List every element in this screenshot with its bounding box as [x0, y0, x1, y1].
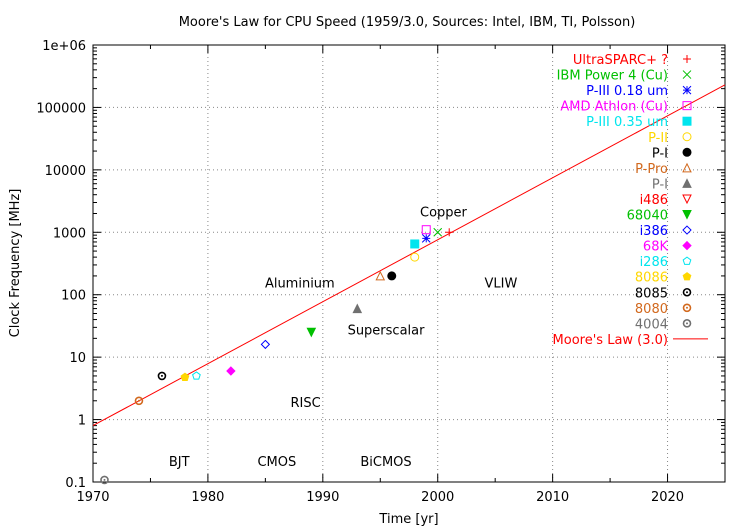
- annotation-label: Copper: [420, 205, 468, 220]
- annotation-label: Superscalar: [348, 324, 426, 339]
- chart-title: Moore's Law for CPU Speed (1959/3.0, Sou…: [179, 15, 636, 30]
- legend-label: Moore's Law (3.0): [553, 333, 668, 348]
- grid-lines: [93, 45, 725, 482]
- legend-label: P-Pro: [635, 162, 668, 177]
- legend-label: P-III 0.35 um: [586, 115, 668, 130]
- data-point: [226, 366, 236, 376]
- legend-label: i486: [640, 193, 668, 208]
- y-tick-label: 1e+06: [42, 39, 86, 54]
- x-tick-label: 1970: [76, 490, 109, 505]
- trend-line-path: [92, 84, 726, 427]
- legend-marker: [682, 132, 692, 142]
- y-tick-label: 10: [69, 351, 86, 366]
- y-tick-label: 100000: [36, 101, 86, 116]
- x-tick-label: 2010: [536, 490, 569, 505]
- annotation-label: VLIW: [485, 277, 518, 292]
- data-point: [410, 239, 420, 249]
- y-tick-label: 1000: [53, 226, 86, 241]
- legend-marker: [682, 147, 692, 157]
- chart-annotations: Copper Aluminium VLIW Superscalar RISC BJT CMO…: [169, 205, 518, 470]
- legend-marker: [682, 101, 692, 111]
- legend-marker: [682, 162, 692, 173]
- y-axis-ticks: 0.1 1 10 100 1000 10000 100000 1e+06: [36, 39, 725, 491]
- data-point: [103, 478, 106, 481]
- legend-marker: [682, 85, 692, 95]
- plot-frame: [92, 44, 726, 483]
- data-point: [180, 372, 190, 381]
- annotation-label: Aluminium: [265, 277, 335, 292]
- data-point: [375, 270, 386, 281]
- legend: UltraSPARC+ ?IBM Power 4 (Cu)P-III 0.18 …: [553, 53, 708, 348]
- legend-label: P-I: [652, 177, 668, 192]
- x-tick-label: 2020: [651, 490, 684, 505]
- data-point: [445, 228, 454, 237]
- legend-marker: [686, 291, 688, 294]
- x-tick-label: 2000: [421, 490, 454, 505]
- legend-label: 8085: [635, 286, 668, 301]
- data-point: [387, 271, 397, 281]
- legend-marker: [682, 178, 692, 188]
- data-point: [157, 371, 167, 381]
- data-point: [433, 227, 443, 237]
- y-axis-label: Clock Frequency [MHz]: [8, 189, 23, 338]
- legend-label: 8080: [635, 302, 668, 317]
- legend-marker: [686, 322, 688, 325]
- y-tick-label: 100: [61, 289, 86, 304]
- data-point: [134, 396, 144, 406]
- legend-label: i286: [640, 255, 668, 270]
- legend-marker: [682, 287, 692, 297]
- data-points: [100, 225, 454, 485]
- legend-label: 8086: [635, 271, 668, 286]
- data-point: [160, 374, 163, 377]
- y-tick-label: 0.1: [65, 476, 86, 491]
- legend-label: P-III 0.18 um: [586, 84, 668, 99]
- legend-marker: [682, 319, 692, 328]
- trend-line: [92, 84, 726, 427]
- legend-marker: [683, 55, 691, 63]
- legend-marker: [682, 240, 692, 251]
- data-point: [421, 225, 431, 235]
- legend-marker: [682, 272, 692, 281]
- y-tick-label: 1: [78, 414, 86, 429]
- annotation-label: RISC: [290, 396, 320, 411]
- x-tick-label: 1980: [191, 490, 224, 505]
- y-tick-label: 10000: [45, 164, 86, 179]
- x-axis-ticks: 1970 1980 1990 2000 2010 2020: [76, 45, 684, 505]
- x-tick-label: 1990: [306, 490, 339, 505]
- legend-label: P-I: [652, 146, 668, 161]
- annotation-label: CMOS: [257, 455, 296, 470]
- legend-label: 4004: [635, 317, 668, 332]
- data-point: [192, 371, 201, 380]
- data-point: [421, 233, 431, 243]
- annotation-label: BiCMOS: [360, 455, 411, 470]
- legend-marker: [686, 306, 688, 309]
- legend-marker: [682, 116, 692, 126]
- data-point: [100, 475, 109, 485]
- data-point: [260, 339, 271, 350]
- legend-label: 68040: [627, 209, 668, 224]
- legend-marker: [682, 225, 692, 235]
- legend-marker: [682, 210, 692, 220]
- legend-label: P-II: [648, 131, 668, 146]
- legend-label: i386: [640, 224, 668, 239]
- data-point: [352, 303, 363, 314]
- annotation-label: BJT: [169, 455, 190, 470]
- legend-marker: [682, 194, 692, 205]
- legend-label: UltraSPARC+ ?: [573, 53, 668, 68]
- legend-label: 68K: [643, 240, 669, 255]
- x-axis-label: Time [yr]: [378, 512, 438, 526]
- data-point: [410, 252, 420, 262]
- legend-label: AMD Athlon (Cu): [560, 100, 668, 115]
- data-point: [306, 327, 317, 338]
- legend-marker: [682, 70, 692, 79]
- legend-label: IBM Power 4 (Cu): [557, 69, 668, 84]
- data-point: [137, 399, 140, 402]
- legend-marker: [682, 256, 692, 265]
- legend-marker: [682, 303, 692, 313]
